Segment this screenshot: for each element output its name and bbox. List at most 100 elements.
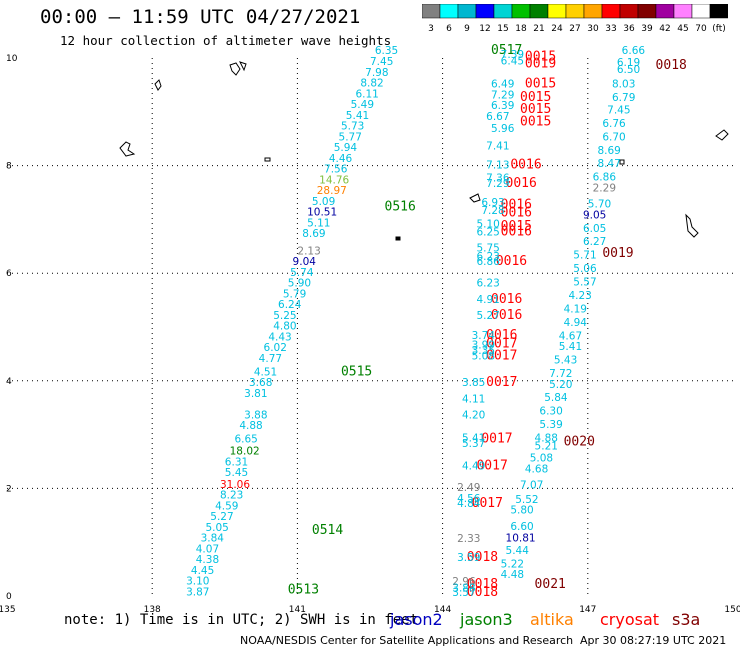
wave-height-value: 9.05 [583, 209, 606, 221]
wave-height-value: 7.41 [486, 140, 509, 152]
wave-height-value: 7.56 [324, 164, 348, 176]
wave-height-value: 2.49 [457, 482, 480, 494]
legend-tick-label: 27 [569, 24, 580, 34]
wave-height-value: 5.06 [573, 263, 597, 275]
wave-height-value: 4.07 [196, 543, 219, 555]
wave-height-value: 6.19 [617, 57, 640, 69]
wave-height-value: 3.57 [452, 587, 475, 599]
wave-height-value: 6.27 [583, 236, 606, 248]
wave-height-value: 5.43 [554, 355, 577, 367]
wave-height-value: 5.41 [559, 341, 582, 353]
wave-height-value: 5.25 [273, 310, 296, 322]
wave-height-value: 6.60 [510, 521, 533, 533]
wave-height-value: 4.91 [476, 294, 499, 306]
wave-height-value: 18.02 [230, 446, 260, 458]
wave-height-value: 6.23 [476, 278, 499, 290]
wave-height-value: 7.39 [501, 49, 524, 61]
track-label: 0513 [288, 582, 319, 597]
track-label: 0018 [467, 550, 498, 565]
wave-height-value: 6.05 [583, 223, 606, 235]
legend-tick-label: 39 [641, 24, 653, 34]
wave-height-value: 5.11 [307, 217, 330, 229]
timestamp: Apr 30 08:27:19 UTC 2021 [580, 634, 727, 647]
wave-height-value: 6.35 [375, 45, 398, 57]
island [619, 159, 625, 165]
wave-height-value: 5.80 [510, 505, 533, 517]
lon-tick-label: 144 [434, 605, 451, 615]
legend-tick-label: 45 [677, 24, 688, 34]
legend-tick-label: 70 [695, 24, 707, 34]
wave-height-value: 4.88 [239, 420, 262, 432]
wave-height-value: 5.08 [472, 350, 495, 362]
legend-swatch [709, 4, 728, 19]
wave-height-value: 4.19 [564, 303, 587, 315]
track-label: 0016 [501, 198, 532, 213]
wave-height-value: 5.27 [476, 310, 499, 322]
wave-height-value: 6.70 [602, 131, 625, 143]
wave-height-value: 4.56 [457, 493, 481, 505]
wave-height-value: 6.11 [355, 88, 378, 100]
wave-height-value: 2.29 [593, 182, 616, 194]
wave-height-value: 4.77 [259, 353, 282, 365]
wave-height-value: 6.76 [602, 118, 626, 130]
wave-height-value: 7.07 [520, 479, 543, 491]
land-masses [119, 61, 729, 241]
wave-height-value: 6.65 [234, 434, 257, 446]
wave-height-value: 5.08 [530, 453, 553, 465]
wave-height-value: 3.88 [452, 583, 475, 595]
wave-height-value: 3.74 [472, 330, 496, 342]
track-label: 0015 [501, 219, 532, 234]
legend-tick-label: 24 [551, 24, 563, 34]
track-label: 0015 [525, 77, 556, 92]
wave-height-value: 4.38 [196, 554, 219, 566]
track-label: 0017 [486, 348, 517, 363]
legend-tick-label: 30 [587, 24, 599, 34]
wave-height-value: 8.03 [612, 79, 635, 91]
legend-tick-label: 3 [428, 24, 434, 34]
wave-height-value: 4.11 [462, 393, 485, 405]
wave-height-value: 6.93 [481, 197, 504, 209]
track-label: 0017 [472, 496, 503, 511]
track-label: 0016 [510, 157, 541, 172]
wave-height-value: 5.37 [462, 438, 485, 450]
island [119, 141, 136, 157]
legend-tick-label: 33 [605, 24, 616, 34]
credit-text: NOAA/NESDIS Center for Satellite Applica… [240, 634, 574, 647]
wave-height-value: 6.25 [476, 227, 499, 239]
island [715, 129, 729, 141]
satellite-jason3-label: jason3 [460, 610, 513, 629]
wave-height-value: 6.50 [617, 64, 640, 76]
track-label: 0019 [525, 57, 556, 72]
track-label: 0017 [486, 375, 517, 390]
wave-height-value: 5.73 [341, 121, 364, 133]
satellite-altika-label: altika [530, 610, 574, 629]
wave-height-value: 7.13 [486, 159, 509, 171]
wave-height-value: 5.77 [339, 131, 362, 143]
wave-height-value: 31.06 [220, 479, 250, 491]
map-grid [7, 58, 733, 596]
track-label: 0015 [520, 102, 551, 117]
wave-height-value: 4.51 [254, 366, 277, 378]
legend-tick-label: 36 [623, 24, 635, 34]
wave-height-value: 6.66 [622, 45, 646, 57]
track-label: 0016 [491, 292, 522, 307]
wave-height-value: 6.67 [486, 111, 509, 123]
wave-height-value: 5.57 [573, 277, 596, 289]
legend-tick-label: (ft) [712, 24, 726, 34]
island [264, 157, 271, 162]
wave-height-value: 5.49 [351, 99, 374, 111]
wave-height-value: 4.80 [273, 321, 296, 333]
wave-height-value: 6.23 [476, 251, 499, 263]
wave-height-value: 3.87 [186, 586, 209, 598]
wave-height-value: 3.68 [249, 377, 272, 389]
wave-height-value: 4.23 [568, 290, 591, 302]
legend-tick-label: 42 [659, 24, 670, 34]
wave-height-value: 5.74 [290, 267, 314, 279]
wave-height-value: 5.09 [312, 196, 335, 208]
wave-height-value: 5.45 [225, 467, 248, 479]
lat-tick-label: 4 [6, 377, 12, 387]
island [154, 79, 162, 91]
wave-height-value: 7.72 [549, 368, 572, 380]
track-label: 0016 [496, 254, 527, 269]
wave-height-value: 7.45 [370, 56, 393, 68]
